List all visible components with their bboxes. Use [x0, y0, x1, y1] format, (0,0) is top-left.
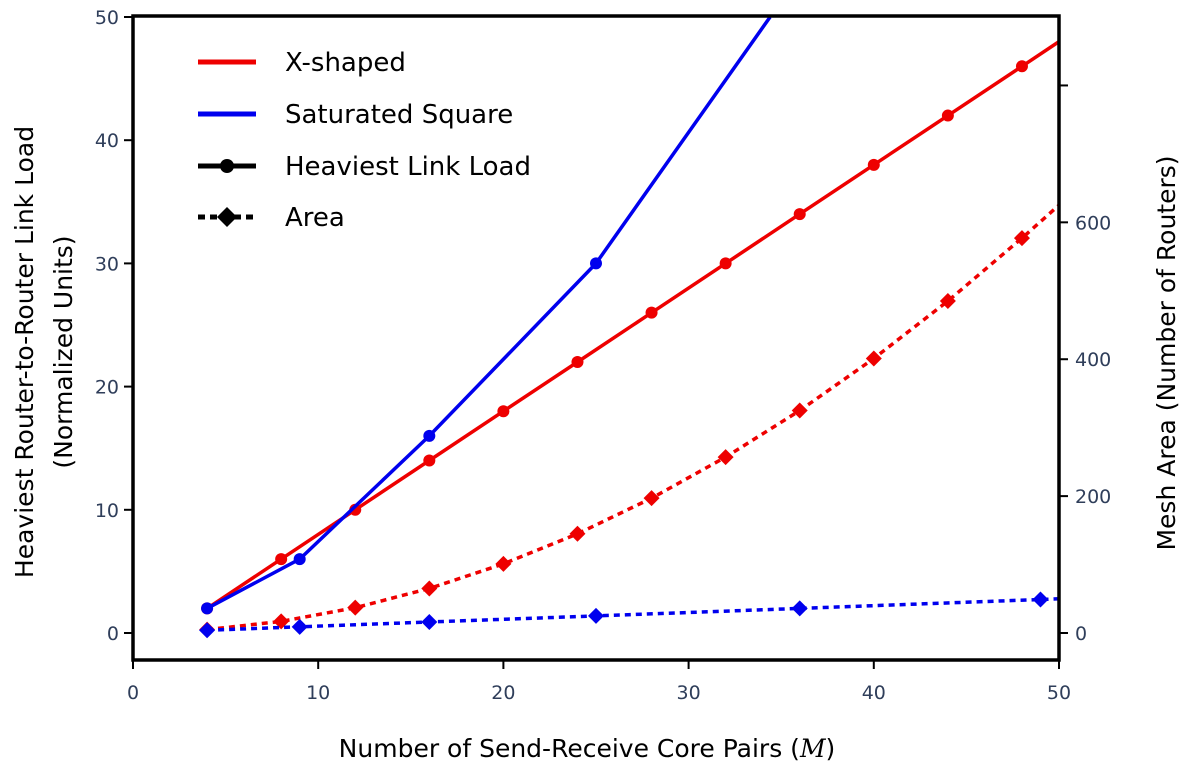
x-axis-title: Number of Send-Receive Core Pairs (M)	[339, 734, 836, 763]
x-tick-label: 20	[491, 682, 515, 704]
legend-label: Area	[285, 203, 345, 233]
data-point-marker	[293, 553, 306, 566]
y2-tick-label: 400	[1075, 349, 1111, 371]
data-point-marker	[793, 208, 806, 221]
data-point-marker	[865, 350, 882, 367]
x-tick-label: 30	[677, 682, 701, 704]
y-tick-label: 0	[107, 623, 119, 645]
legend-swatch-marker	[217, 207, 237, 227]
data-point-marker	[717, 449, 734, 466]
data-point-marker	[497, 405, 510, 418]
data-point-marker	[791, 402, 808, 419]
y-tick-label: 10	[95, 500, 119, 522]
data-point-marker	[291, 618, 308, 635]
x-tick-label: 0	[127, 682, 139, 704]
data-point-marker	[1013, 230, 1030, 247]
data-point-marker	[423, 429, 436, 442]
legend-item: Heaviest Link Load	[198, 152, 531, 182]
x-axis-title-variable: M	[799, 734, 827, 763]
plot-frame	[131, 14, 1061, 662]
y-tick-label: 30	[95, 253, 119, 275]
data-point-marker	[939, 293, 956, 310]
y2-tick-label: 600	[1075, 212, 1111, 234]
data-point-marker	[421, 580, 438, 597]
y-axis-title-line2: (Normalized Units)	[49, 235, 78, 468]
y2-tick-label: 200	[1075, 486, 1111, 508]
data-point-marker	[495, 555, 512, 572]
legend-swatch-marker	[220, 159, 234, 173]
y-tick-label: 50	[95, 7, 119, 29]
data-point-marker	[1015, 60, 1028, 73]
y-tick-label: 20	[95, 377, 119, 399]
data-point-marker	[201, 602, 214, 615]
axes-layer: 0 10 20 30 40 50 0 10 20 30 40 50 0 200 400 600	[95, 7, 1111, 704]
legend-label: Heaviest Link Load	[285, 152, 531, 182]
legend: X-shaped Saturated Square Heaviest Link Lo…	[198, 48, 531, 233]
data-point-marker	[273, 613, 290, 630]
y2-tick-label: 0	[1075, 623, 1087, 645]
data-point-marker	[199, 622, 216, 639]
data-point-marker	[590, 257, 602, 270]
legend-item: X-shaped	[198, 48, 406, 78]
data-point-marker	[645, 306, 658, 319]
data-point-marker	[421, 614, 438, 631]
data-point-marker	[643, 490, 660, 507]
plot-series-layer	[199, 16, 1059, 639]
y-axis-title-line1: Heaviest Router-to-Router Link Load	[10, 126, 39, 578]
legend-label: Saturated Square	[285, 100, 513, 130]
data-point-marker	[941, 109, 954, 122]
x-axis-title-text: Number of Send-Receive Core Pairs (	[339, 734, 800, 763]
data-point-marker	[347, 599, 364, 616]
x-tick-label: 10	[306, 682, 330, 704]
series-saturated-square-heaviest-link-load	[201, 16, 772, 615]
data-point-marker	[719, 257, 732, 270]
series-line	[207, 597, 1059, 633]
x-tick-label: 40	[862, 682, 886, 704]
series-x-shaped-heaviest-link-load	[201, 40, 1059, 615]
series-saturated-square-area	[199, 591, 1059, 639]
legend-item: Area	[198, 203, 345, 233]
y-tick-label: 40	[95, 130, 119, 152]
legend-label: X-shaped	[285, 48, 406, 78]
data-point-marker	[867, 158, 880, 171]
data-point-marker	[569, 525, 586, 542]
data-point-marker	[791, 600, 808, 617]
legend-item: Saturated Square	[198, 100, 513, 130]
data-point-marker	[275, 553, 288, 566]
series-line	[206, 203, 1059, 632]
x-axis-title-close: )	[826, 734, 836, 763]
data-point-marker	[571, 355, 584, 368]
y2-axis-title: Mesh Area (Number of Routers)	[1152, 155, 1181, 550]
x-tick-label: 50	[1047, 682, 1071, 704]
series-x-shaped-area	[199, 203, 1059, 638]
data-point-marker	[1032, 591, 1049, 608]
data-point-marker	[588, 607, 604, 624]
data-point-marker	[423, 454, 436, 467]
